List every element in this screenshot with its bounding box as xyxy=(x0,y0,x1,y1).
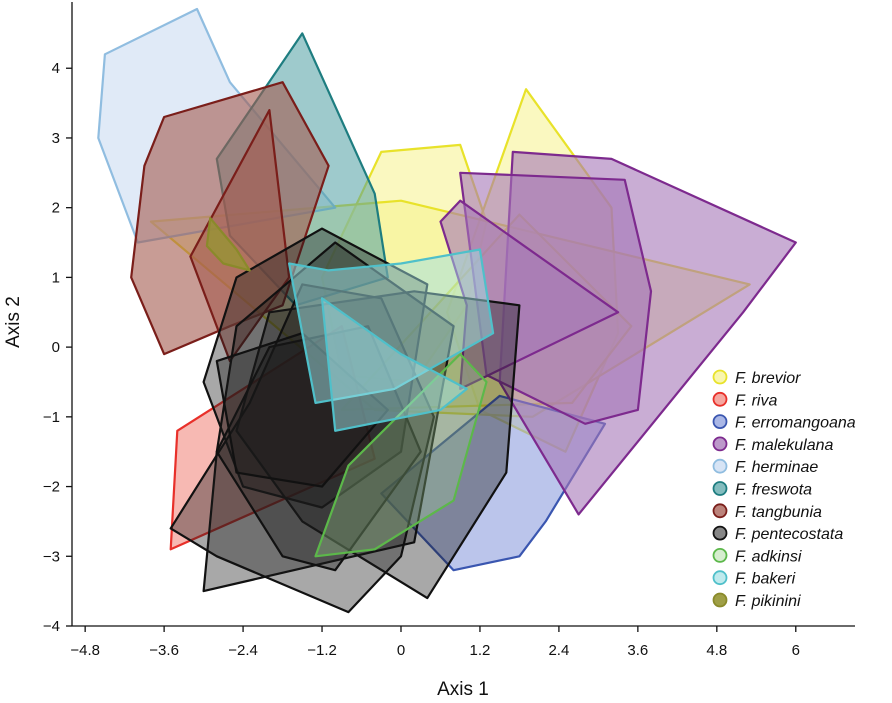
legend-label: F. bakeri xyxy=(735,571,796,588)
x-axis-title: Axis 1 xyxy=(437,679,489,700)
legend-swatch xyxy=(712,503,728,519)
y-tick-label: 4 xyxy=(52,60,60,77)
legend-label: F. pikinini xyxy=(735,593,801,610)
y-axis-title: Axis 2 xyxy=(3,296,24,348)
legend-swatch xyxy=(712,592,728,608)
legend-label: F. riva xyxy=(735,392,777,409)
legend-swatch xyxy=(712,436,728,452)
legend-swatch xyxy=(712,481,728,496)
axes: −4.8 −3.6 −2.4 −1.2 0 1.2 2.4 3.6 4.8 6 −4 −3 −2 −1 0… xyxy=(3,2,855,700)
y-ticks: −4 −3 −2 −1 0 1 2 3 4 xyxy=(43,60,72,635)
legend-swatch xyxy=(712,458,728,474)
plot-area xyxy=(97,7,797,614)
legend-label: F. pentecostata xyxy=(735,526,843,543)
legend-swatch xyxy=(712,369,728,385)
x-tick-label: 3.6 xyxy=(627,642,648,659)
y-tick-label: −2 xyxy=(43,479,60,496)
legend-swatch xyxy=(712,414,728,430)
x-ticks: −4.8 −3.6 −2.4 −1.2 0 1.2 2.4 3.6 4.8 6 xyxy=(70,626,800,659)
hull-series-10-0 xyxy=(205,217,251,272)
x-tick-label: 6 xyxy=(792,642,800,659)
y-tick-label: −3 xyxy=(43,548,60,565)
legend-swatch xyxy=(712,525,728,541)
legend-label: F. malekulana xyxy=(735,437,834,454)
legend-label: F. herminae xyxy=(735,459,818,476)
legend-label: F. tangbunia xyxy=(735,504,822,521)
x-tick-label: −1.2 xyxy=(307,642,337,659)
y-tick-label: −4 xyxy=(43,618,60,635)
legend-label: F. freswota xyxy=(735,482,812,499)
y-tick-label: 2 xyxy=(52,200,60,217)
y-tick-label: −1 xyxy=(43,409,60,426)
hull-series-9-1 xyxy=(320,297,468,432)
legend: F. brevior F. riva F. erromangoana F. malek… xyxy=(712,369,856,610)
legend-swatch xyxy=(712,548,728,563)
hull-series-6-1 xyxy=(189,108,291,363)
x-tick-label: −2.4 xyxy=(228,642,258,659)
y-tick-label: 1 xyxy=(52,269,60,286)
legend-label: F. brevior xyxy=(735,370,801,387)
x-tick-label: 1.2 xyxy=(470,642,491,659)
y-tick-label: 0 xyxy=(52,339,60,356)
y-tick-label: 3 xyxy=(52,130,60,147)
x-tick-label: 4.8 xyxy=(706,642,727,659)
legend-swatch xyxy=(712,570,728,586)
legend-label: F. adkinsi xyxy=(735,548,802,565)
x-tick-label: 2.4 xyxy=(548,642,569,659)
x-tick-label: −3.6 xyxy=(149,642,179,659)
legend-label: F. erromangoana xyxy=(735,415,856,432)
legend-swatch xyxy=(712,391,728,407)
x-tick-label: 0 xyxy=(397,642,405,659)
x-tick-label: −4.8 xyxy=(70,642,100,659)
